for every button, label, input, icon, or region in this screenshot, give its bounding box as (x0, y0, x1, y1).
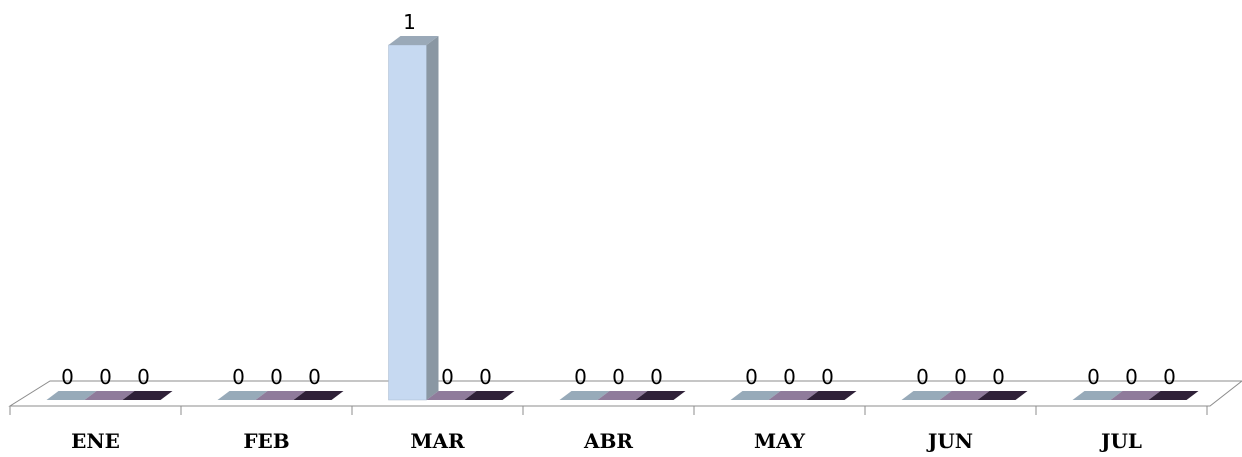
bar-top-feb-s2 (255, 391, 306, 400)
bar-top-may-s3 (806, 391, 857, 400)
x-axis-label-ene: ENE (71, 429, 120, 453)
data-label-mar-s2: 0 (441, 365, 454, 389)
x-axis-label-jul: JUL (1099, 429, 1142, 453)
x-axis-label-abr: ABR (583, 429, 633, 453)
data-label-may-s3: 0 (821, 365, 834, 389)
bar-top-ene-s3 (122, 391, 173, 400)
bar-top-jul-s3 (1148, 391, 1199, 400)
bar-top-mar-s3 (464, 391, 515, 400)
data-label-ene-s1: 0 (61, 365, 74, 389)
bar-top-ene-s1 (46, 391, 97, 400)
x-axis-label-mar: MAR (410, 429, 465, 453)
data-label-jun-s1: 0 (916, 365, 929, 389)
data-label-may-s2: 0 (783, 365, 796, 389)
bar-top-jul-s2 (1110, 391, 1161, 400)
bar-top-may-s2 (768, 391, 819, 400)
x-axis-label-jun: JUN (926, 429, 973, 453)
data-label-ene-s2: 0 (99, 365, 112, 389)
bar-top-abr-s1 (559, 391, 610, 400)
data-label-mar-s1: 1 (403, 10, 416, 34)
data-label-abr-s1: 0 (574, 365, 587, 389)
bar-top-feb-s3 (293, 391, 344, 400)
data-label-feb-s3: 0 (308, 365, 321, 389)
x-axis-ticks (9, 406, 1208, 415)
x-axis-label-feb: FEB (243, 429, 289, 453)
bar-top-abr-s3 (635, 391, 686, 400)
data-label-may-s1: 0 (745, 365, 758, 389)
x-axis-labels: ENE FEB MAR ABR MAY JUN JUL (71, 429, 1142, 453)
bar-top-jun-s3 (977, 391, 1028, 400)
data-label-jun-s2: 0 (954, 365, 967, 389)
data-label-jul-s3: 0 (1163, 365, 1176, 389)
bar-top-mar-s2 (426, 391, 477, 400)
bar-top-may-s1 (730, 391, 781, 400)
data-label-feb-s1: 0 (232, 365, 245, 389)
data-label-jul-s2: 0 (1125, 365, 1138, 389)
bar-top-ene-s2 (84, 391, 135, 400)
data-label-jul-s1: 0 (1087, 365, 1100, 389)
data-label-mar-s3: 0 (479, 365, 492, 389)
data-labels: 0 0 0 0 0 0 1 0 0 0 0 0 0 0 0 0 0 0 0 0 0 (61, 10, 1176, 389)
bar-top-mar-s1 (388, 36, 439, 45)
bar-top-jun-s2 (939, 391, 990, 400)
bar-front-mar-s1 (388, 44, 427, 401)
bar-side-mar-s1 (426, 36, 439, 400)
x-axis-label-may: MAY (754, 429, 806, 453)
data-label-feb-s2: 0 (270, 365, 283, 389)
bar-top-feb-s1 (217, 391, 268, 400)
data-label-ene-s3: 0 (137, 365, 150, 389)
data-label-jun-s3: 0 (992, 365, 1005, 389)
bar-top-abr-s2 (597, 391, 648, 400)
data-label-abr-s2: 0 (612, 365, 625, 389)
bar-top-jul-s1 (1072, 391, 1123, 400)
data-label-abr-s3: 0 (650, 365, 663, 389)
plot-area (46, 36, 1199, 401)
bar-top-jun-s1 (901, 391, 952, 400)
